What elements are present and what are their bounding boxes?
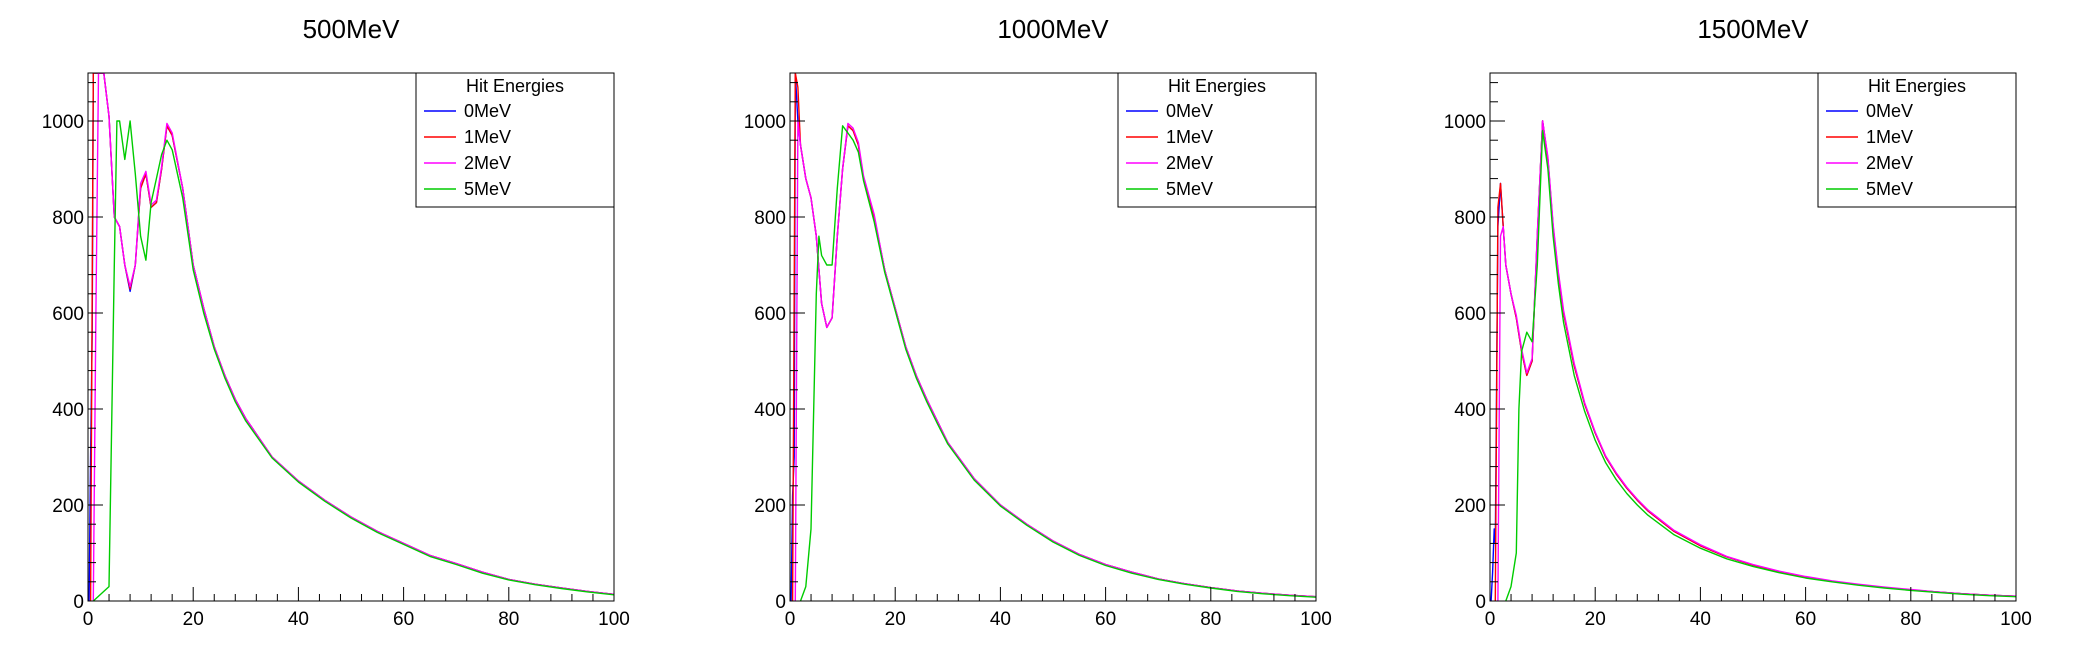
y-tick-label: 0 [73, 592, 84, 613]
legend-label: 0MeV [1166, 101, 1213, 121]
y-tick-label: 200 [754, 496, 786, 517]
legend-label: 5MeV [1166, 179, 1213, 199]
legend-label: 1MeV [464, 127, 511, 147]
legend-box [1117, 72, 1317, 208]
y-tick-label: 400 [52, 400, 84, 421]
legend-label: 0MeV [464, 101, 511, 121]
x-tick-label: 20 [885, 609, 906, 630]
x-tick-label: 80 [498, 609, 519, 630]
series-line-5MeV [1505, 129, 2016, 601]
y-tick-label: 400 [1454, 400, 1486, 421]
legend-label: 0MeV [1866, 101, 1913, 121]
y-tick-label: 800 [1454, 208, 1486, 229]
series-line-5MeV [92, 120, 614, 601]
legend-label: 2MeV [1866, 153, 1913, 173]
legend-label: 2MeV [464, 153, 511, 173]
x-tick-label: 100 [2000, 609, 2032, 630]
legend-title: Hit Energies [466, 76, 564, 96]
y-tick-label: 600 [754, 304, 786, 325]
x-tick-label: 20 [1585, 609, 1606, 630]
legend-box [1817, 72, 2017, 208]
legend-label: 5MeV [1866, 179, 1913, 199]
y-tick-label: 600 [52, 304, 84, 325]
series-group [790, 73, 1316, 601]
y-tick-label: 0 [1475, 592, 1486, 613]
y-tick-label: 200 [1454, 496, 1486, 517]
legend-box [415, 72, 615, 208]
series-group [88, 73, 614, 601]
series-line-5MeV [799, 125, 1316, 601]
x-tick-label: 60 [1795, 609, 1816, 630]
x-tick-label: 100 [598, 609, 630, 630]
x-tick-label: 40 [288, 609, 309, 630]
x-tick-label: 100 [1300, 609, 1332, 630]
legend: Hit Energies 0MeV 1MeV 2MeV 5MeV [1817, 72, 2017, 208]
x-tick-label: 40 [990, 609, 1011, 630]
legend-label: 1MeV [1166, 127, 1213, 147]
x-tick-label: 40 [1690, 609, 1711, 630]
x-tick-label: 20 [183, 609, 204, 630]
series-group [1490, 120, 2016, 601]
plot-frame [1489, 72, 2017, 602]
legend-title: Hit Energies [1868, 76, 1966, 96]
chart-title: 500MeV [303, 14, 400, 44]
x-tick-label: 60 [393, 609, 414, 630]
y-tick-label: 800 [52, 208, 84, 229]
y-tick-label: 1000 [744, 112, 786, 133]
x-tick-label: 0 [785, 609, 796, 630]
legend-title: Hit Energies [1168, 76, 1266, 96]
y-tick-label: 200 [52, 496, 84, 517]
plot-frame [87, 72, 615, 602]
x-tick-label: 80 [1200, 609, 1221, 630]
y-tick-label: 600 [1454, 304, 1486, 325]
x-tick-label: 0 [83, 609, 94, 630]
x-tick-label: 80 [1900, 609, 1921, 630]
legend-label: 2MeV [1166, 153, 1213, 173]
legend: Hit Energies 0MeV 1MeV 2MeV 5MeV [1117, 72, 1317, 208]
y-tick-label: 1000 [42, 112, 84, 133]
y-tick-label: 800 [754, 208, 786, 229]
y-tick-label: 1000 [1444, 112, 1486, 133]
x-tick-label: 60 [1095, 609, 1116, 630]
x-tick-label: 0 [1485, 609, 1496, 630]
legend-label: 5MeV [464, 179, 511, 199]
y-tick-label: 400 [754, 400, 786, 421]
chart-title: 1500MeV [1697, 14, 1809, 44]
legend-label: 1MeV [1866, 127, 1913, 147]
series-line-2MeV [92, 73, 614, 601]
plot-frame [789, 72, 1317, 602]
y-tick-label: 0 [775, 592, 786, 613]
legend: Hit Energies 0MeV 1MeV 2MeV 5MeV [415, 72, 615, 208]
chart-title: 1000MeV [997, 14, 1109, 44]
